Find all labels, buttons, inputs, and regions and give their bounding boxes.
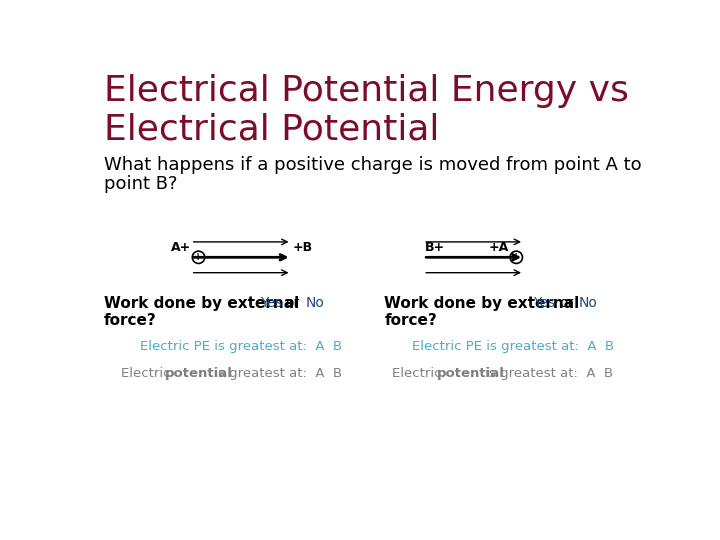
Text: or: or (285, 296, 300, 310)
Text: Work done by external
force?: Work done by external force? (104, 296, 300, 328)
Text: Work done by external
force?: Work done by external force? (384, 296, 580, 328)
Text: +B: +B (293, 241, 313, 254)
Text: or: or (559, 296, 574, 310)
Text: A+: A+ (171, 241, 192, 254)
Text: +A: +A (489, 241, 509, 254)
Text: Electric PE is greatest at:  A  B: Electric PE is greatest at: A B (140, 340, 343, 354)
Text: What happens if a positive charge is moved from point A to: What happens if a positive charge is mov… (104, 156, 642, 174)
Text: +: + (512, 252, 521, 262)
Text: Electrical Potential Energy vs: Electrical Potential Energy vs (104, 74, 629, 108)
Text: Electric PE is greatest at:  A  B: Electric PE is greatest at: A B (412, 340, 613, 354)
Text: potential: potential (436, 367, 504, 380)
Text: Yes: Yes (261, 296, 283, 310)
Text: point B?: point B? (104, 175, 177, 193)
Text: Yes: Yes (534, 296, 555, 310)
Text: is greatest at:  A  B: is greatest at: A B (482, 367, 613, 380)
Text: +: + (194, 252, 202, 262)
Text: Electric: Electric (121, 367, 175, 380)
Text: No: No (578, 296, 597, 310)
Text: No: No (305, 296, 324, 310)
Text: is greatest at:  A  B: is greatest at: A B (210, 367, 342, 380)
Text: Electrical Potential: Electrical Potential (104, 112, 439, 146)
Text: potential: potential (165, 367, 233, 380)
Text: B+: B+ (425, 241, 445, 254)
Text: Electric: Electric (392, 367, 446, 380)
